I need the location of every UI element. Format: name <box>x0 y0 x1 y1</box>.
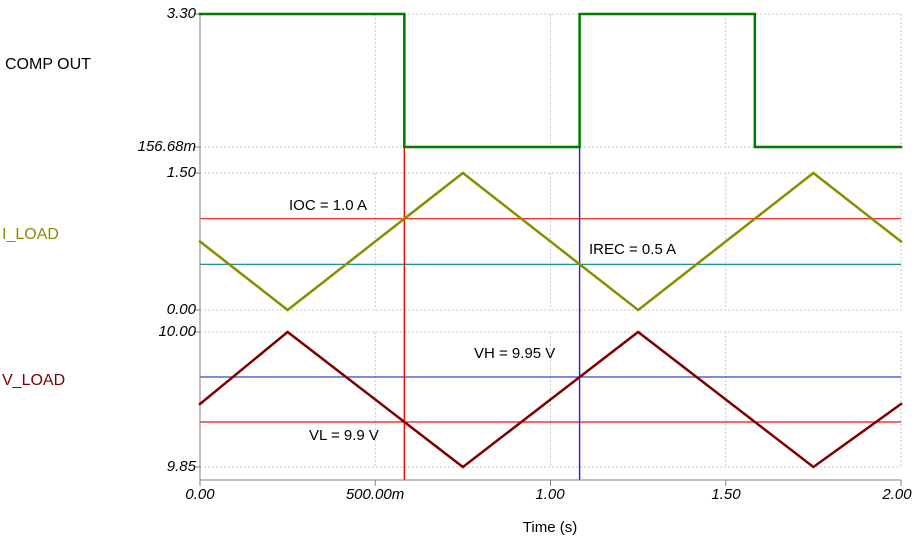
trace-label-v-load: V_LOAD <box>2 372 66 389</box>
y-tick-label: 1.50 <box>166 164 196 181</box>
x-tick-label: 500.00m <box>345 486 405 503</box>
trace-label-i-load: I_LOAD <box>2 226 59 243</box>
trace-comp-out[interactable] <box>198 12 903 149</box>
x-tick-label: 2.00 <box>882 486 912 503</box>
y-tick-label: 3.30 <box>166 5 196 22</box>
y-tick-label: 10.00 <box>158 323 196 340</box>
y-tick-label: 9.85 <box>166 458 196 475</box>
trace-v_load[interactable] <box>198 330 903 469</box>
x-tick-label: 1.50 <box>711 486 741 503</box>
trace-i_load[interactable] <box>198 171 903 312</box>
ref-label-vl: VL = 9.9 V <box>309 427 379 444</box>
y-tick-label: 0.00 <box>166 301 196 318</box>
x-tick-label: 1.00 <box>535 486 565 503</box>
ref-label-vh: VH = 9.95 V <box>474 345 556 362</box>
y-tick-label: 156.68m <box>137 138 196 155</box>
ref-label-irec: IREC = 0.5 A <box>589 241 677 258</box>
trace-label-comp-out: COMP OUT <box>5 56 91 73</box>
ref-label-ioc: IOC = 1.0 A <box>289 197 367 214</box>
x-axis-title: Time (s) <box>522 519 578 536</box>
x-tick-label: 0.00 <box>185 486 215 503</box>
